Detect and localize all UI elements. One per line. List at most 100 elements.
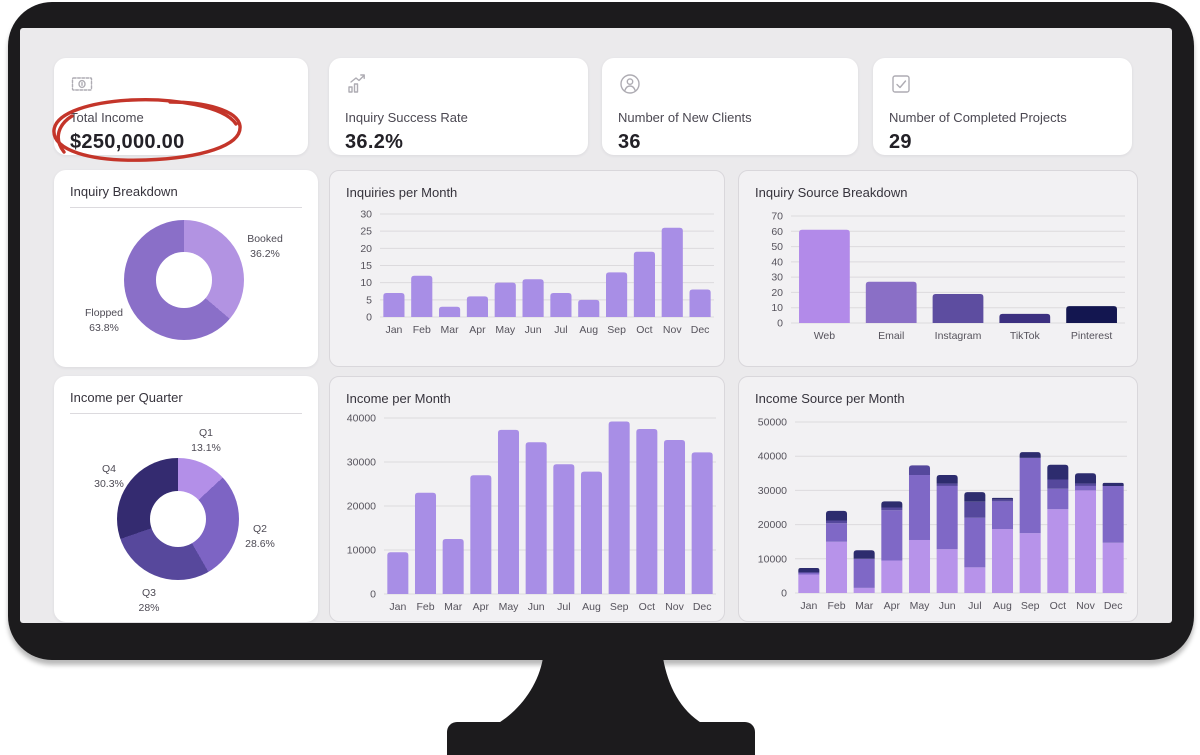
kpi-card-new-clients: Number of New Clients 36 (602, 58, 858, 155)
income-source-stacked-bar-chart: 0 10000 20000 30000 40000 50000 Jan Feb Mar Apr Ma… (758, 417, 1127, 612)
kpi-card-completed-projects: Number of Completed Projects 29 (873, 58, 1132, 155)
svg-text:Mar: Mar (855, 600, 874, 612)
svg-text:Oct: Oct (1050, 600, 1066, 612)
svg-text:Nov: Nov (665, 601, 684, 613)
svg-text:Feb: Feb (413, 324, 431, 336)
monitor-stand-base (447, 722, 755, 755)
svg-text:Oct: Oct (636, 324, 652, 336)
inquiries-per-month-bar-chart: 0 5 10 15 20 25 30 Jan Feb Mar Apr May Jun Jul Aug Sep O… (360, 209, 714, 336)
svg-text:30000: 30000 (758, 485, 787, 497)
svg-text:40000: 40000 (347, 413, 376, 425)
svg-text:70: 70 (771, 211, 783, 223)
svg-text:25: 25 (360, 226, 372, 238)
svg-text:Instagram: Instagram (935, 330, 982, 342)
kpi-value-completed-projects: 29 (889, 131, 912, 153)
panel-title: Inquiries per Month (346, 185, 458, 200)
monitor-stand-neck (497, 658, 703, 724)
person-circle-icon (620, 74, 640, 94)
svg-text:0: 0 (777, 318, 783, 330)
donut-hole (156, 252, 212, 308)
svg-text:May: May (910, 600, 931, 612)
kpi-value-inquiry-success-rate: 36.2% (345, 131, 404, 153)
kpi-card-total-income: Total Income $250,000.00 (54, 58, 308, 155)
svg-text:60: 60 (771, 226, 783, 238)
svg-text:Jan: Jan (385, 324, 402, 336)
svg-text:10000: 10000 (347, 545, 376, 557)
kpi-label: Inquiry Success Rate (345, 110, 468, 125)
donut-label-flopped: Flopped 63.8% (85, 307, 123, 334)
svg-text:Feb: Feb (827, 600, 845, 612)
panel-income-source-per-month: Income Source per Month 0 10000 20000 30000… (738, 376, 1138, 622)
svg-text:Jul: Jul (557, 601, 570, 613)
svg-text:Jun: Jun (525, 324, 542, 336)
svg-text:30000: 30000 (347, 457, 376, 469)
panel-title: Inquiry Breakdown (70, 184, 178, 199)
svg-text:Jun: Jun (939, 600, 956, 612)
svg-text:May: May (495, 324, 516, 336)
svg-text:Jan: Jan (389, 601, 406, 613)
svg-text:Mar: Mar (441, 324, 460, 336)
divider (70, 207, 302, 208)
donut-label-booked: Booked 36.2% (247, 233, 283, 260)
panel-title: Inquiry Source Breakdown (755, 185, 908, 200)
svg-text:Apr: Apr (473, 601, 490, 613)
kpi-label: Total Income (70, 110, 144, 125)
svg-text:Dec: Dec (691, 324, 710, 336)
svg-text:15: 15 (360, 260, 372, 272)
donut-label-q4: Q4 30.3% (94, 463, 124, 490)
svg-text:10: 10 (360, 277, 372, 289)
panel-inquiry-breakdown: Inquiry Breakdown Booked 36.2% Flopped 63.… (54, 170, 318, 367)
checkbox-check-icon (892, 75, 910, 93)
inquiry-source-bar-chart: 0 10 20 30 40 50 60 70 Web Email Instagram TikTok Pi… (771, 211, 1125, 342)
income-per-quarter-donut-chart (117, 458, 239, 580)
svg-text:Sep: Sep (607, 324, 626, 336)
svg-text:50: 50 (771, 241, 783, 253)
svg-text:Aug: Aug (993, 600, 1012, 612)
svg-text:Feb: Feb (416, 601, 434, 613)
svg-text:20000: 20000 (347, 501, 376, 513)
svg-text:20000: 20000 (758, 519, 787, 531)
kpi-value-total-income: $250,000.00 (70, 131, 185, 153)
svg-text:40000: 40000 (758, 451, 787, 463)
svg-text:40: 40 (771, 256, 783, 268)
svg-text:Apr: Apr (884, 600, 901, 612)
panel-inquiries-per-month: Inquiries per Month 0 5 10 15 20 25 30 Jan Feb Ma… (329, 170, 725, 367)
svg-text:Sep: Sep (1021, 600, 1040, 612)
svg-text:Nov: Nov (1076, 600, 1095, 612)
kpi-label: Number of New Clients (618, 110, 752, 125)
svg-text:Jul: Jul (554, 324, 567, 336)
svg-text:Jul: Jul (968, 600, 981, 612)
svg-text:Nov: Nov (663, 324, 682, 336)
inquiry-breakdown-donut-chart (124, 220, 244, 340)
svg-text:20: 20 (360, 243, 372, 255)
svg-text:Oct: Oct (639, 601, 655, 613)
svg-text:5: 5 (366, 294, 372, 306)
donut-label-q2: Q2 28.6% (245, 523, 275, 550)
svg-text:Jan: Jan (800, 600, 817, 612)
svg-text:20: 20 (771, 287, 783, 299)
svg-text:Aug: Aug (579, 324, 598, 336)
trend-up-chart-icon (348, 74, 365, 93)
monitor-screen: Total Income $250,000.00 Inquiry Success… (20, 28, 1172, 623)
svg-text:Pinterest: Pinterest (1071, 330, 1113, 342)
panel-title: Income per Quarter (70, 390, 183, 405)
panel-title: Income per Month (346, 391, 451, 406)
svg-text:Dec: Dec (693, 601, 712, 613)
svg-text:50000: 50000 (758, 417, 787, 429)
svg-text:0: 0 (781, 588, 787, 600)
svg-text:30: 30 (771, 272, 783, 284)
svg-text:Mar: Mar (444, 601, 463, 613)
kpi-label: Number of Completed Projects (889, 110, 1067, 125)
svg-text:Jun: Jun (528, 601, 545, 613)
banknote-icon (71, 77, 93, 91)
panel-income-per-month: Income per Month 0 10000 20000 30000 40000 Ja… (329, 376, 725, 622)
kpi-card-inquiry-success-rate: Inquiry Success Rate 36.2% (329, 58, 588, 155)
divider (70, 413, 302, 414)
svg-text:May: May (499, 601, 520, 613)
svg-text:Email: Email (878, 330, 904, 342)
svg-text:TikTok: TikTok (1010, 330, 1041, 342)
svg-text:0: 0 (366, 312, 372, 324)
svg-text:Apr: Apr (469, 324, 486, 336)
svg-text:Dec: Dec (1104, 600, 1123, 612)
svg-text:10000: 10000 (758, 553, 787, 565)
